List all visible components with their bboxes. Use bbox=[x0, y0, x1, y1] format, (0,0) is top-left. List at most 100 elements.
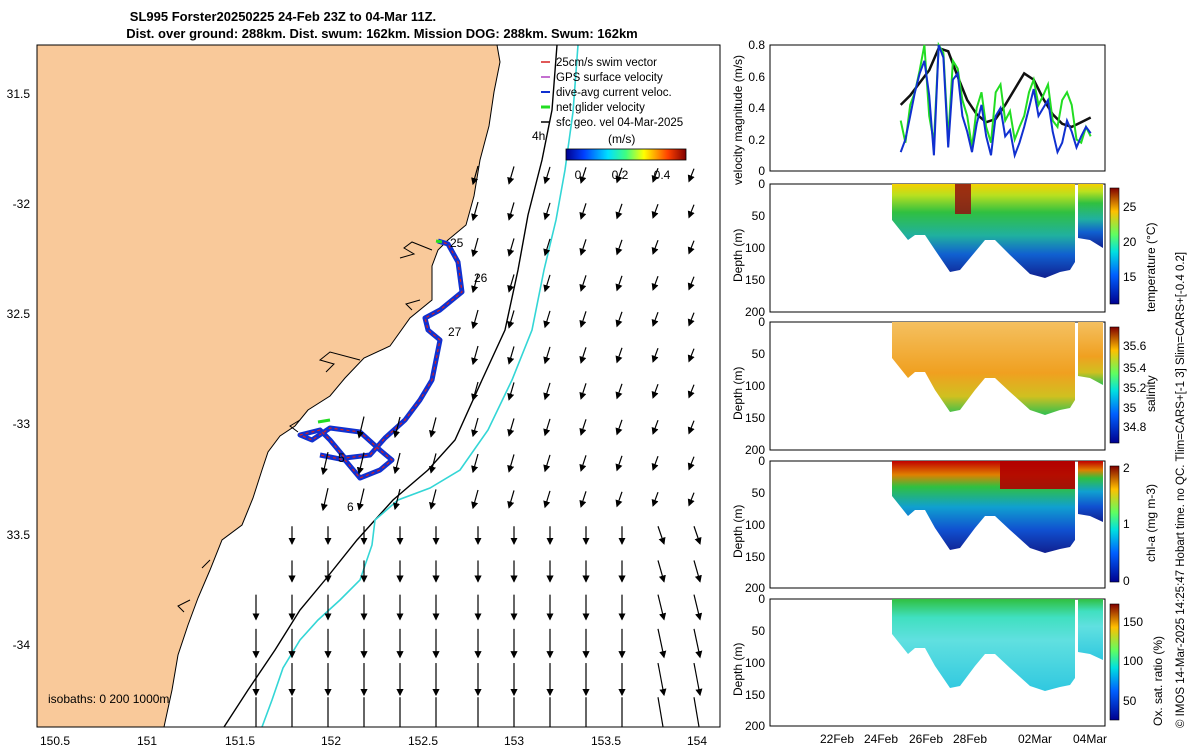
depth-ylabel: Depth (m) bbox=[731, 643, 745, 696]
y-tick: 0 bbox=[758, 592, 765, 606]
current-arrow bbox=[651, 420, 659, 435]
x-tick: 24Feb bbox=[864, 732, 898, 746]
current-arrow bbox=[687, 240, 695, 255]
velocity-series bbox=[899, 41, 1092, 159]
y-tick: 200 bbox=[745, 305, 765, 319]
y-tick: 0.6 bbox=[748, 70, 765, 84]
day-label: 5 bbox=[338, 451, 345, 465]
current-arrow bbox=[615, 491, 623, 508]
current-arrow bbox=[615, 347, 623, 364]
velocity-panel: 0.8 0.6 0.4 0.2 0 velocity magnitude (m/… bbox=[731, 38, 1106, 185]
x-tick: 150.5 bbox=[40, 734, 70, 748]
velocity-line-dive-avg-current bbox=[899, 44, 1092, 159]
x-tick: 02Mar bbox=[1018, 732, 1052, 746]
current-arrow bbox=[657, 628, 667, 659]
colorbar-tick: 0.4 bbox=[654, 168, 671, 182]
land-mass bbox=[37, 45, 501, 727]
current-arrow bbox=[471, 201, 479, 222]
day-label: 6 bbox=[347, 500, 354, 514]
current-arrow bbox=[579, 167, 587, 184]
current-arrow bbox=[693, 526, 702, 545]
current-arrow bbox=[471, 381, 479, 402]
x-tick: 152.5 bbox=[408, 734, 438, 748]
y-tick: 50 bbox=[752, 209, 766, 223]
salinity-colorbar bbox=[1109, 326, 1120, 444]
isobath-note: isobaths: 0 200 1000m bbox=[48, 692, 169, 706]
y-tick: 0 bbox=[758, 177, 765, 191]
salinity-panel: 0 50 100 150 200 Depth (m) 34.8 35 35.2 … bbox=[731, 315, 1158, 457]
colorbar-tick: 35.4 bbox=[1123, 361, 1147, 375]
isobath-200m bbox=[223, 45, 558, 727]
colorbar-tick: 0 bbox=[575, 168, 582, 182]
current-arrow bbox=[543, 310, 551, 329]
provenance-note: © IMOS 14-Mar-2025 14:25:47 Hobart time.… bbox=[1175, 252, 1187, 728]
current-arrow bbox=[579, 455, 587, 472]
current-arrow bbox=[471, 273, 479, 294]
y-tick: 150 bbox=[745, 411, 765, 425]
day-label: 25 bbox=[450, 236, 464, 250]
current-arrow bbox=[651, 456, 659, 471]
current-arrow bbox=[320, 487, 329, 512]
y-tick: 32.5 bbox=[7, 307, 31, 321]
y-tick: 0 bbox=[758, 454, 765, 468]
day-label: 27 bbox=[448, 325, 462, 339]
map-legend: 25cm/s swim vector GPS surface velocity … bbox=[541, 57, 687, 182]
y-tick: 0 bbox=[758, 164, 765, 178]
current-arrow bbox=[615, 383, 623, 400]
current-arrow bbox=[657, 594, 667, 621]
y-tick: 100 bbox=[745, 241, 765, 255]
colorbar-label: chl-a (mg m-3) bbox=[1144, 484, 1158, 562]
current-arrow bbox=[320, 451, 329, 476]
current-arrow bbox=[651, 204, 659, 219]
chla-panel: 0 50 100 150 200 Depth (m) 0 1 2 chl-a (… bbox=[731, 454, 1158, 595]
oxygen-colorbar bbox=[1109, 603, 1120, 721]
current-arrow bbox=[579, 239, 587, 256]
current-arrow bbox=[693, 560, 702, 583]
legend-label: GPS surface velocity bbox=[556, 72, 663, 84]
x-tick: 154 bbox=[687, 734, 707, 748]
current-arrow bbox=[651, 312, 659, 327]
current-arrow bbox=[615, 239, 623, 256]
current-arrow bbox=[356, 488, 365, 511]
current-arrow bbox=[471, 489, 479, 510]
chla-colorbar bbox=[1109, 465, 1120, 583]
current-arrow bbox=[543, 274, 551, 293]
y-tick: 100 bbox=[745, 518, 765, 532]
y-tick: 150 bbox=[745, 273, 765, 287]
current-arrow bbox=[687, 276, 695, 291]
current-arrow bbox=[579, 275, 587, 292]
y-tick: 200 bbox=[745, 581, 765, 595]
current-arrow bbox=[507, 202, 515, 221]
y-tick: 150 bbox=[745, 550, 765, 564]
day-label: 26 bbox=[474, 271, 488, 285]
current-arrow bbox=[651, 492, 659, 507]
current-arrow bbox=[392, 416, 401, 439]
map-panel: 25 26 27 4h 5 6 25cm/s swim vector GPS s… bbox=[7, 44, 721, 748]
current-arrow bbox=[579, 383, 587, 400]
y-tick: 100 bbox=[745, 379, 765, 393]
legend-label: sfc geo. vel 04-Mar-2025 bbox=[556, 117, 683, 129]
current-arrow bbox=[507, 382, 515, 401]
current-arrow bbox=[392, 452, 401, 475]
x-tick: 26Feb bbox=[909, 732, 943, 746]
x-tick: 28Feb bbox=[953, 732, 987, 746]
y-tick: 0.2 bbox=[748, 133, 765, 147]
y-tick: -32 bbox=[13, 197, 31, 211]
colorbar-tick: 15 bbox=[1123, 270, 1137, 284]
colorbar-tick: 35 bbox=[1123, 401, 1137, 415]
velocity-y-axis: 0.8 0.6 0.4 0.2 0 bbox=[748, 38, 765, 178]
oxygen-panel: 0 50 100 150 200 Depth (m) 50 100 150 Ox… bbox=[731, 592, 1165, 746]
y-tick: -33 bbox=[13, 417, 31, 431]
current-arrow bbox=[687, 384, 695, 399]
current-arrow bbox=[615, 455, 623, 472]
temperature-colorbar bbox=[1109, 187, 1120, 305]
current-arrow bbox=[687, 204, 695, 219]
y-tick: -34 bbox=[13, 638, 31, 652]
depth-ylabel: Depth (m) bbox=[731, 367, 745, 420]
colorbar-tick: 25 bbox=[1123, 200, 1137, 214]
y-tick: 200 bbox=[745, 719, 765, 733]
colorbar-tick: 0 bbox=[1123, 574, 1130, 588]
legend-label: dive-avg current veloc. bbox=[556, 87, 672, 99]
current-arrow bbox=[579, 419, 587, 436]
